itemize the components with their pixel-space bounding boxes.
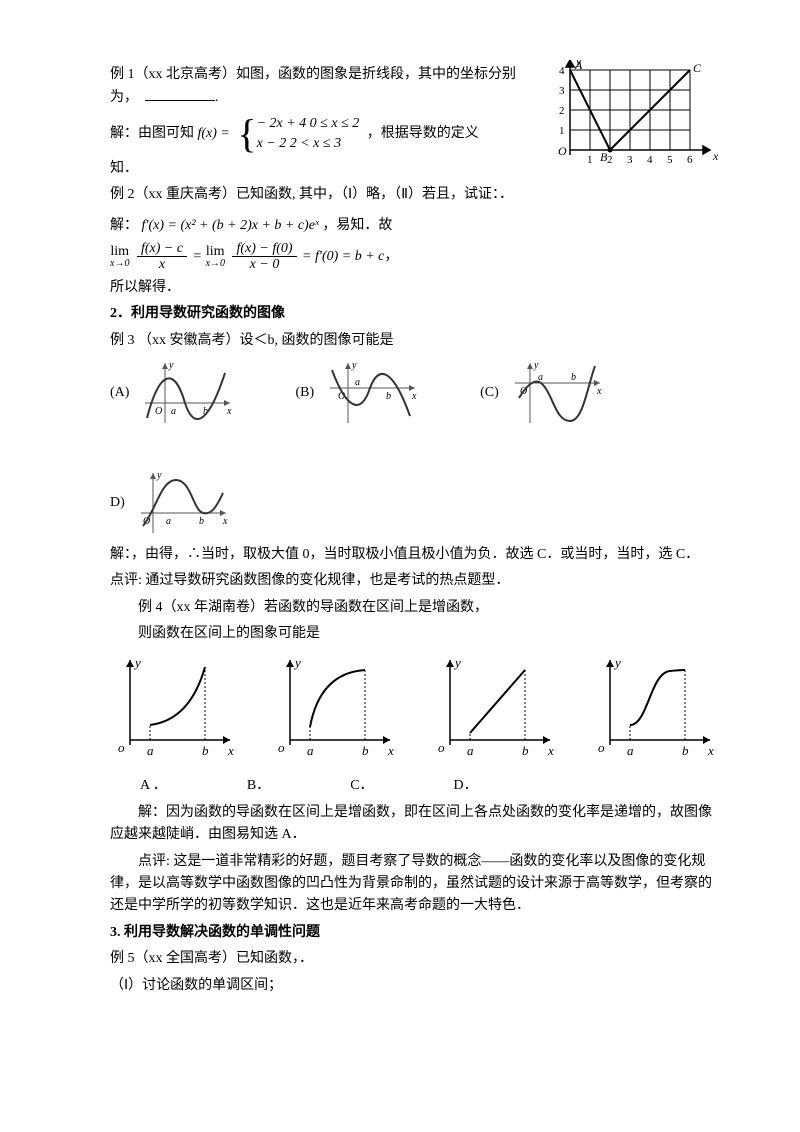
svg-text:b: b: [386, 391, 391, 402]
ex4-solution: 解：因为函数的导函数在区间上是增函数，即在区间上各点处函数的变化率是递增的，故图…: [110, 802, 720, 847]
svg-text:O: O: [155, 406, 162, 417]
svg-text:4: 4: [647, 154, 653, 166]
svg-text:2: 2: [559, 105, 565, 117]
svg-text:4: 4: [559, 65, 565, 77]
svg-text:6: 6: [687, 154, 693, 166]
svg-text:a: a: [171, 406, 176, 417]
svg-text:y: y: [293, 655, 301, 670]
option-B: (B) O a b x y: [295, 358, 420, 428]
svg-text:x: x: [547, 743, 554, 758]
fprime-expr: f′(x) = (x² + (b + 2)x + b + c)eˣ: [142, 218, 319, 233]
monotone-graphs: o y x a b o y x a b o y x a b: [110, 655, 720, 765]
svg-text:x: x: [226, 406, 232, 417]
frac1: f(x) − c x: [137, 241, 187, 273]
label-C: C: [693, 61, 702, 75]
ex4-line2: 则函数在区间上的图象可能是: [110, 623, 720, 645]
limit-line: lim x→0 f(x) − c x = lim x→0 f(x) − f(0)…: [110, 241, 720, 273]
svg-text:o: o: [598, 740, 605, 755]
ex4-title: 例 4（xx 年湖南卷）若函数的导函数在区间上是增函数，: [110, 597, 720, 619]
svg-text:y: y: [575, 60, 582, 68]
svg-text:y: y: [613, 655, 621, 670]
svg-text:a: a: [307, 743, 314, 758]
graph-4: o y x a b: [590, 655, 720, 765]
ex5-title: 例 5（xx 全国高考）已知函数，．: [110, 948, 720, 970]
curve-B: O a b x y: [320, 358, 420, 428]
svg-text:a: a: [166, 516, 171, 527]
curve-D: O a b x y: [131, 468, 231, 538]
ex2-solution: 解： f′(x) = (x² + (b + 2)x + b + c)eˣ ，易知…: [110, 215, 720, 237]
svg-text:x: x: [222, 516, 228, 527]
fx-expr: f(x) =: [198, 126, 230, 141]
svg-text:y: y: [156, 470, 162, 481]
lim1: lim x→0: [110, 245, 129, 269]
label-O: O: [558, 144, 567, 158]
svg-text:1: 1: [559, 125, 565, 137]
svg-text:o: o: [118, 740, 125, 755]
svg-text:x: x: [387, 743, 394, 758]
curve-A: O a b x y: [135, 358, 235, 428]
svg-text:x: x: [712, 149, 719, 163]
svg-text:x: x: [596, 386, 602, 397]
svg-text:a: a: [627, 743, 634, 758]
frac2: f(x) − f(0) x − 0: [232, 241, 296, 273]
option-C: (C) O a b x y: [480, 358, 605, 428]
svg-text:x: x: [707, 743, 714, 758]
svg-text:o: o: [438, 740, 445, 755]
svg-text:5: 5: [667, 154, 673, 166]
grid-figure: A C B O x y 1 2 3 4 5 6 1 2 3 4: [550, 60, 720, 188]
svg-text:2: 2: [607, 154, 613, 166]
graph-2: o y x a b: [270, 655, 400, 765]
ans-B: B．: [247, 775, 270, 797]
svg-text:x: x: [411, 391, 417, 402]
svg-text:1: 1: [587, 154, 593, 166]
ans-D: D．: [454, 775, 478, 797]
ex4-comment: 点评: 这是一道非常精彩的好题，题目考察了导数的概念——函数的变化率以及图像的变…: [110, 851, 720, 918]
ans-C: C．: [350, 775, 373, 797]
ex5-part: （Ⅰ）讨论函数的单调区间；: [110, 975, 720, 997]
ans-A: A ．: [140, 775, 167, 797]
piecewise: { − 2x + 4 0 ≤ x ≤ 2 x − 2 2 < x ≤ 3: [237, 114, 359, 154]
svg-text:3: 3: [627, 154, 633, 166]
svg-text:a: a: [355, 377, 360, 388]
sec2-heading: 2．利用导数研究函数的图像: [110, 303, 720, 325]
svg-text:a: a: [467, 743, 474, 758]
svg-text:y: y: [168, 360, 174, 371]
ex3-solution: 解：，由得，∴当时，取极大值 0，当时取极小值且极小值为负．故选 C．或当时，当…: [110, 544, 720, 566]
svg-text:b: b: [199, 516, 204, 527]
svg-text:y: y: [453, 655, 461, 670]
ex3-title: 例 3 （xx 安徽高考）设＜b, 函数的图像可能是: [110, 330, 720, 352]
option-D: D) O a b x y: [110, 468, 231, 538]
graph-3: o y x a b: [430, 655, 560, 765]
answer-row: A ． B． C． D．: [140, 775, 720, 797]
svg-text:o: o: [278, 740, 285, 755]
svg-text:x: x: [227, 743, 234, 758]
ex3-comment: 点评: 通过导数研究函数图像的变化规律，也是考试的热点题型．: [110, 570, 720, 592]
svg-text:b: b: [522, 743, 529, 758]
svg-text:b: b: [202, 743, 209, 758]
option-A: (A) O a b x y: [110, 358, 235, 428]
graph-1: o y x a b: [110, 655, 240, 765]
svg-text:3: 3: [559, 85, 565, 97]
svg-text:y: y: [533, 360, 539, 371]
lim2: lim x→0: [206, 245, 225, 269]
svg-text:b: b: [362, 743, 369, 758]
sec3-heading: 3. 利用导数解决函数的单调性问题: [110, 922, 720, 944]
ex2-end: 所以解得．: [110, 277, 720, 299]
blank-line: [145, 86, 215, 101]
svg-text:y: y: [351, 360, 357, 371]
cubic-options: (A) O a b x y (B) O a b x y (C: [110, 358, 720, 538]
svg-text:b: b: [682, 743, 689, 758]
curve-C: O a b x y: [505, 358, 605, 428]
svg-text:b: b: [571, 372, 576, 383]
svg-text:y: y: [133, 655, 141, 670]
grid-svg: A C B O x y 1 2 3 4 5 6 1 2 3 4: [550, 60, 720, 180]
svg-text:a: a: [147, 743, 154, 758]
